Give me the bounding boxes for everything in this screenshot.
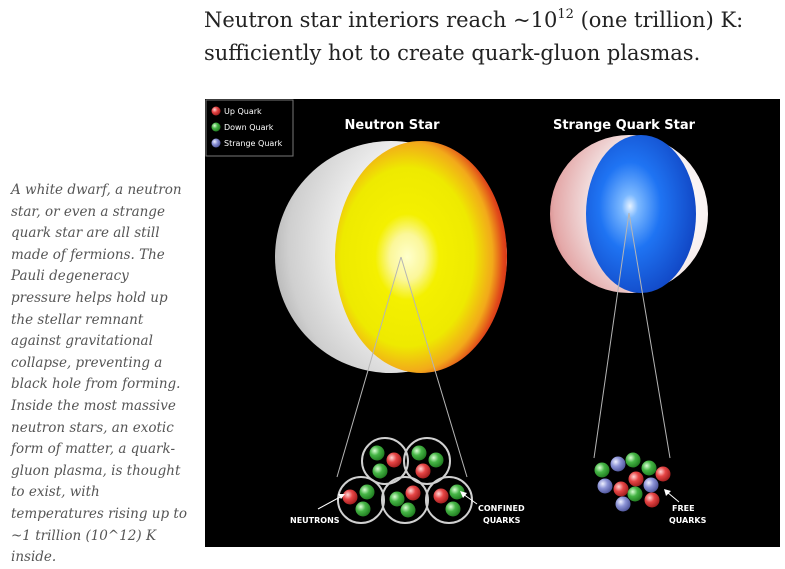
free-arrowhead: [664, 489, 671, 496]
annotations: NEUTRONS CONFINED QUARKS FREE QUARKS: [290, 489, 707, 525]
free-label-line2: QUARKS: [669, 516, 707, 525]
neutron-star-title: Neutron Star: [344, 118, 440, 133]
legend-strange-quark-icon: [211, 138, 221, 148]
legend-down-quark-icon: [211, 122, 221, 132]
neutrons-label: NEUTRONS: [290, 516, 340, 525]
confined-label-line2: QUARKS: [483, 516, 521, 525]
free-quark-cluster: [594, 452, 671, 512]
neutrons-pointer: [317, 495, 343, 510]
heading-exponent: 12: [557, 7, 574, 22]
free-label-line1: FREE: [672, 504, 695, 513]
figure-caption: A white dwarf, a neutron star, or even a…: [11, 182, 187, 566]
star-diagram: Up Quark Down Quark Strange Quark Neutro…: [205, 99, 708, 525]
zoom-lines: [336, 212, 671, 478]
confined-pointer: [462, 493, 478, 505]
strange-star-interior: [586, 135, 696, 293]
legend-box: [205, 99, 294, 157]
strange-star-title: Strange Quark Star: [553, 118, 696, 133]
neutron-star-interior: [335, 141, 507, 373]
legend-up-quark-icon: [211, 106, 221, 116]
page-heading: Neutron star interiors reach ~1012 (one …: [204, 4, 774, 70]
star-comparison-figure: Up Quark Down Quark Strange Quark Neutro…: [205, 99, 780, 547]
heading-line1-prefix: Neutron star interiors reach ~10: [204, 8, 558, 32]
legend-down-label: Down Quark: [224, 123, 274, 132]
legend: Up Quark Down Quark Strange Quark: [205, 99, 294, 157]
neutron-star: [275, 141, 507, 373]
confined-label-line1: CONFINED: [478, 504, 525, 513]
neutrons-arrowhead: [338, 494, 345, 499]
neutron-cluster: [337, 437, 473, 524]
heading-line1-suffix: (one trillion) K:: [573, 8, 744, 32]
legend-up-label: Up Quark: [224, 107, 262, 116]
neutron-quarks: [342, 445, 465, 518]
neutron-rings: [337, 437, 473, 524]
heading-line2: sufficiently hot to create quark-gluon p…: [204, 41, 701, 65]
legend-strange-label: Strange Quark: [224, 139, 283, 148]
free-pointer: [666, 491, 680, 503]
confined-arrowhead: [460, 491, 467, 498]
